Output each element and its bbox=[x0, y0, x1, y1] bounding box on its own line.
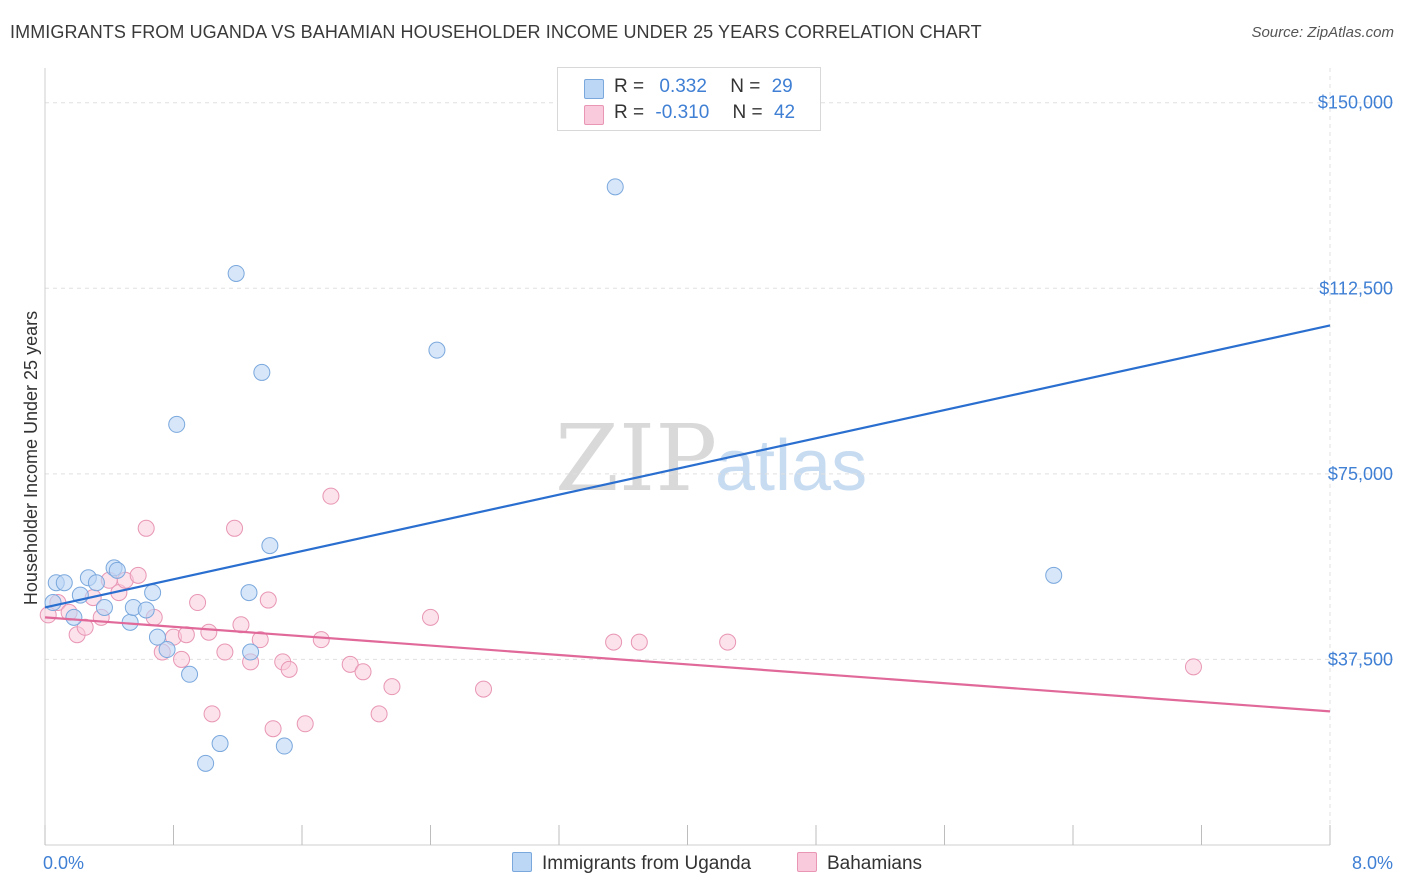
bahamian-point bbox=[173, 650, 191, 668]
uganda-point bbox=[242, 643, 260, 661]
bahamian-point bbox=[129, 566, 147, 584]
uganda-point bbox=[253, 363, 271, 381]
watermark-zip: ZIP bbox=[555, 405, 717, 512]
x-tick-labels: 0.0% 8.0% bbox=[43, 853, 1393, 873]
bahamian-point bbox=[1184, 658, 1202, 676]
bahamian-point bbox=[189, 594, 207, 612]
y-axis-label: Householder Income Under 25 years bbox=[21, 311, 41, 605]
bahamian-point bbox=[280, 660, 298, 678]
correlation-legend: R = 0.332 N = 29 R = -0.310 N = 42 bbox=[557, 67, 821, 131]
uganda-point bbox=[44, 594, 62, 612]
bahamian-point bbox=[422, 608, 439, 626]
legend-r-label: R = bbox=[614, 102, 645, 123]
legend-swatch-uganda bbox=[584, 79, 604, 99]
bahamians-points bbox=[39, 487, 1202, 738]
bahamian-point bbox=[251, 631, 269, 649]
bahamian-point bbox=[341, 655, 359, 673]
chart-title: IMMIGRANTS FROM UGANDA VS BAHAMIAN HOUSE… bbox=[10, 22, 982, 42]
legend-r-value: -0.310 bbox=[655, 102, 710, 123]
bottom-legend-swatch-uganda bbox=[512, 852, 532, 872]
uganda-point bbox=[95, 598, 113, 616]
bahamian-point bbox=[264, 720, 282, 738]
uganda-trend-line bbox=[44, 324, 1331, 609]
uganda-point bbox=[55, 574, 73, 592]
y-tick-labels: $37,500 $75,000 $112,500 $150,000 bbox=[1318, 93, 1393, 670]
bahamian-point bbox=[226, 519, 244, 537]
uganda-point bbox=[275, 737, 293, 755]
bahamian-point bbox=[475, 680, 493, 698]
y-tick-label: $75,000 bbox=[1328, 464, 1393, 484]
source-label: Source: ZipAtlas.com bbox=[1251, 24, 1394, 41]
uganda-point bbox=[158, 641, 176, 659]
uganda-point bbox=[261, 537, 279, 555]
bahamian-point bbox=[383, 678, 401, 696]
uganda-point bbox=[211, 735, 229, 753]
bottom-legend-label-bahamians: Bahamians bbox=[827, 853, 923, 874]
bahamian-point bbox=[216, 643, 234, 661]
x-tick-label-min: 0.0% bbox=[43, 853, 84, 873]
uganda-point bbox=[168, 415, 186, 433]
uganda-point bbox=[87, 574, 105, 592]
x-tick-label-max: 8.0% bbox=[1352, 853, 1393, 873]
legend-swatch-bahamians bbox=[584, 105, 604, 125]
trend-lines bbox=[44, 324, 1331, 713]
legend-n-value: 42 bbox=[773, 102, 796, 123]
bottom-legend-uganda: Immigrants from Uganda bbox=[512, 852, 751, 875]
bottom-legend-swatch-bahamians bbox=[797, 852, 817, 872]
legend-r-label: R = bbox=[614, 76, 645, 97]
uganda-points bbox=[44, 178, 1063, 772]
bahamian-trend-line bbox=[44, 616, 1331, 713]
legend-r-value: 0.332 bbox=[659, 76, 707, 97]
y-tick-label: $37,500 bbox=[1328, 649, 1393, 669]
uganda-point bbox=[428, 341, 446, 359]
uganda-point bbox=[144, 584, 162, 602]
bahamian-point bbox=[296, 715, 314, 733]
bahamian-point bbox=[605, 633, 623, 651]
uganda-point bbox=[181, 665, 199, 683]
uganda-point bbox=[240, 584, 258, 602]
uganda-point bbox=[606, 178, 624, 196]
bahamian-point bbox=[630, 633, 648, 651]
bahamian-point bbox=[259, 591, 277, 609]
bahamian-point bbox=[312, 631, 330, 649]
bahamian-point bbox=[200, 623, 218, 641]
uganda-point bbox=[148, 628, 166, 646]
legend-n-label: N = bbox=[732, 102, 763, 123]
y-tick-label: $112,500 bbox=[1319, 278, 1393, 298]
bottom-legend-bahamians: Bahamians bbox=[797, 852, 922, 875]
axes bbox=[44, 68, 1331, 846]
legend-n-label: N = bbox=[730, 76, 761, 97]
uganda-point bbox=[108, 561, 126, 579]
bahamian-point bbox=[203, 705, 221, 723]
bahamian-point bbox=[354, 663, 372, 681]
legend-n-value: 29 bbox=[771, 76, 793, 97]
watermark-atlas: atlas bbox=[715, 426, 867, 506]
uganda-point bbox=[197, 754, 215, 772]
bahamian-point bbox=[370, 705, 388, 723]
bahamian-point bbox=[719, 633, 737, 651]
bahamian-point bbox=[137, 519, 155, 537]
uganda-point bbox=[227, 264, 245, 282]
uganda-point bbox=[1045, 566, 1063, 584]
uganda-point bbox=[65, 608, 83, 626]
y-tick-label: $150,000 bbox=[1318, 93, 1393, 113]
bottom-legend-label-uganda: Immigrants from Uganda bbox=[542, 853, 752, 874]
bahamian-point bbox=[322, 487, 340, 505]
uganda-point bbox=[137, 601, 155, 619]
